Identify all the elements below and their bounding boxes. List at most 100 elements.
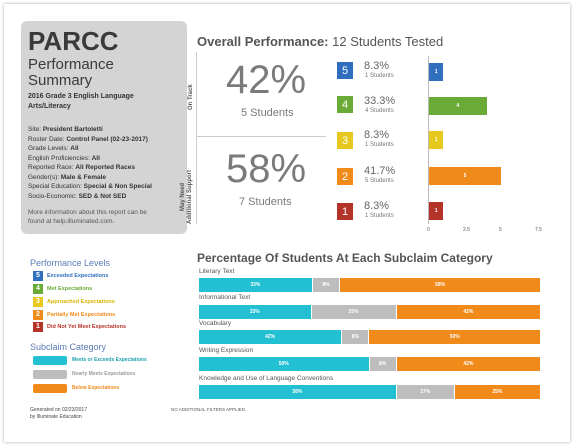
- support-percent: 58%: [226, 147, 307, 191]
- level-3-badge: 3: [33, 296, 43, 307]
- roster-meta: Site: President Bartoletti Roster Date: …: [28, 125, 180, 201]
- level-4-badge: 4: [33, 283, 43, 294]
- meets-exceeds-swatch: [33, 355, 67, 365]
- legend-level-3: 3 Approached Expectations: [33, 296, 115, 307]
- subclaim-label: Informational Text: [199, 294, 251, 301]
- support-students: 7 Students: [239, 196, 292, 208]
- nearly-meets-swatch: [33, 369, 67, 379]
- performance-legend-title: Performance Levels: [30, 258, 111, 268]
- generated-note: Generated on 02/23/2017 by Illuminate Ed…: [30, 407, 87, 420]
- meta-reported-race: Reported Race: All Reported Races: [28, 164, 135, 171]
- report-subtitle-2: Summary: [28, 72, 93, 89]
- subclaim-segment: 58%: [199, 385, 397, 399]
- meta-roster-date: Roster Date: Control Panel (02-23-2017): [28, 135, 148, 143]
- section-divider-horizontal: [196, 136, 326, 137]
- subclaim-segment: 8%: [342, 330, 370, 344]
- subclaim-segment: 42%: [396, 357, 540, 371]
- subclaim-segment: 25%: [311, 305, 397, 319]
- subclaim-segment: 25%: [454, 385, 540, 399]
- level-4-percent: 33.3%: [364, 95, 396, 107]
- brand-title: PARCC: [28, 26, 119, 56]
- grade-line-1: 2016 Grade 3 English Language: [28, 93, 134, 100]
- level-2-percent: 41.7%: [364, 165, 396, 177]
- subclaim-bar-row: 58% 17% 25%: [199, 385, 540, 399]
- subclaim-label: Vocabulary: [199, 320, 232, 327]
- legend-below: Below Expectations: [33, 383, 119, 393]
- legend-level-4: 4 Met Expectations: [33, 283, 92, 294]
- level-axis-tick: 0: [427, 227, 430, 233]
- level-chart-axis: [428, 56, 429, 224]
- level-5-badge: 5: [33, 270, 43, 281]
- legend-level-1-label: Did Not Yet Meet Expectations: [47, 323, 127, 330]
- level-4-badge-overall: 4: [337, 96, 353, 113]
- subclaim-label: Knowledge and Use of Language Convention…: [199, 375, 334, 382]
- level-axis-tick: 7.5: [535, 227, 542, 233]
- subclaim-bar-row: 33% 25% 42%: [199, 305, 540, 319]
- legend-level-1: 1 Did Not Yet Meet Expectations: [33, 321, 126, 332]
- section-divider-vertical: [196, 52, 197, 224]
- on-track-label: On Track: [188, 84, 194, 110]
- meta-site: Site: President Bartoletti: [28, 126, 103, 133]
- subclaim-segment: 8%: [369, 357, 397, 371]
- meta-english-proficiencies: English Proficiencies: All: [28, 154, 100, 162]
- subclaim-label: Literary Text: [199, 268, 235, 275]
- below-label: Below Expectations: [72, 385, 120, 391]
- level-bar-5: 1: [429, 63, 444, 81]
- subclaim-bar-row: 50% 8% 42%: [199, 357, 540, 371]
- level-1-badge-overall: 1: [337, 203, 353, 220]
- summary-card: PARCC Performance Summary 2016 Grade 3 E…: [21, 21, 187, 234]
- level-3-badge-overall: 3: [337, 132, 353, 149]
- legend-level-3-label: Approached Expectations: [47, 298, 115, 305]
- below-swatch: [33, 383, 67, 393]
- level-5-badge-overall: 5: [337, 62, 353, 79]
- level-5-percent: 8.3%: [364, 60, 390, 72]
- filters-note: NO ADDITIONAL FILTERS APPLIED.: [171, 407, 247, 412]
- subclaim-label: Writing Expression: [199, 347, 254, 354]
- subclaim-segment: 42%: [199, 330, 343, 344]
- subclaim-bar-row: 33% 8% 58%: [199, 278, 540, 292]
- meta-socio-economic: Socio-Economic: SED & Not SED: [28, 192, 127, 200]
- legend-nearly-meets: Nearly Meets Expectations: [33, 369, 135, 379]
- level-3-percent: 8.3%: [364, 129, 390, 141]
- meta-grade-levels: Grade Levels: All: [28, 145, 79, 152]
- level-2-count: 5 Students: [365, 178, 394, 184]
- more-info-text: More information about this report can b…: [28, 209, 147, 225]
- meta-special-education: Special Education: Special & Non Special: [28, 183, 152, 190]
- level-axis-tick: 2.5: [463, 227, 470, 233]
- level-1-count: 1 Students: [365, 213, 394, 219]
- meets-exceeds-label: Meets or Exceeds Expectations: [72, 357, 147, 363]
- support-label: May Need Additional Support: [180, 170, 193, 224]
- level-bar-2: 5: [429, 167, 501, 185]
- meta-gender: Gender(s): Male & Female: [28, 173, 107, 181]
- level-3-count: 1 Students: [365, 142, 394, 148]
- subclaim-title: Percentage Of Students At Each Subclaim …: [197, 251, 493, 265]
- on-track-students: 5 Students: [241, 107, 294, 119]
- level-5-count: 1 Students: [365, 73, 394, 79]
- legend-level-5: 5 Exceeded Expectations: [33, 270, 108, 281]
- level-2-badge: 2: [33, 309, 43, 320]
- level-axis-tick: 5: [499, 227, 502, 233]
- subclaim-bar-row: 42% 8% 50%: [199, 330, 540, 344]
- subclaim-legend-title: Subclaim Category: [30, 342, 107, 352]
- level-bar-1: 1: [429, 202, 444, 220]
- subclaim-segment: 58%: [340, 278, 540, 292]
- level-2-badge-overall: 2: [337, 168, 353, 185]
- level-1-percent: 8.3%: [364, 200, 390, 212]
- grade-line-2: Arts/Literacy: [28, 103, 71, 110]
- level-bar-4: 4: [429, 97, 487, 115]
- legend-level-2-label: Partially Met Expectations: [47, 311, 116, 318]
- overall-title: Overall Performance: 12 Students Tested: [197, 34, 444, 49]
- level-1-badge: 1: [33, 321, 43, 332]
- report-subtitle-1: Performance: [28, 56, 114, 73]
- subclaim-segment: 17%: [396, 385, 455, 399]
- legend-level-4-label: Met Expectations: [47, 285, 93, 292]
- subclaim-segment: 50%: [199, 357, 370, 371]
- subclaim-segment: 33%: [199, 305, 312, 319]
- subclaim-segment: 33%: [199, 278, 313, 292]
- legend-level-2: 2 Partially Met Expectations: [33, 309, 115, 320]
- subclaim-segment: 42%: [396, 305, 540, 319]
- level-4-count: 4 Students: [365, 108, 394, 114]
- nearly-meets-label: Nearly Meets Expectations: [72, 371, 136, 377]
- subclaim-segment: 8%: [312, 278, 341, 292]
- subclaim-segment: 50%: [369, 330, 540, 344]
